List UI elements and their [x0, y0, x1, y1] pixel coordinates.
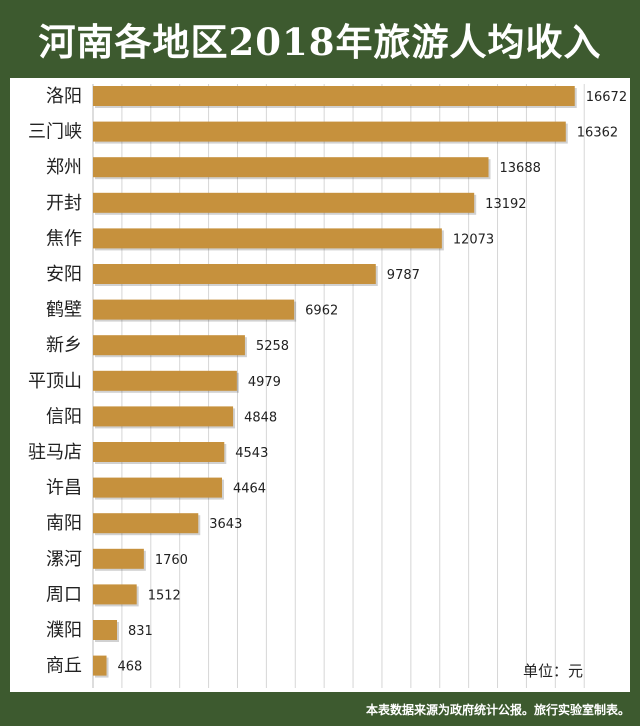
- data-label: 16672: [586, 90, 627, 105]
- data-label: 3643: [209, 517, 242, 532]
- bar: [93, 406, 234, 427]
- data-label: 6962: [305, 304, 338, 319]
- data-label: 4848: [244, 410, 277, 425]
- category-label: 新乡: [46, 335, 82, 356]
- data-label: 468: [118, 660, 143, 675]
- bar: [93, 513, 199, 534]
- data-label: 1512: [148, 588, 181, 603]
- data-label: 831: [128, 624, 153, 639]
- data-label: 9787: [387, 268, 420, 283]
- category-label: 开封: [46, 193, 82, 214]
- bar: [93, 655, 107, 676]
- data-label: 13192: [485, 197, 526, 212]
- bar: [93, 442, 225, 462]
- bar: [93, 86, 575, 106]
- data-label: 13688: [500, 161, 541, 176]
- category-label: 洛阳: [46, 86, 82, 107]
- category-label: 漯河: [46, 549, 82, 570]
- bar: [93, 620, 118, 640]
- category-label: 安阳: [46, 264, 82, 285]
- bar: [93, 370, 237, 391]
- category-label: 周口: [46, 584, 82, 605]
- data-label: 4464: [233, 482, 266, 497]
- data-label: 4979: [248, 375, 281, 390]
- bar: [93, 264, 376, 284]
- category-label: 驻马店: [28, 442, 82, 463]
- category-label: 南阳: [46, 513, 82, 534]
- bar: [93, 477, 222, 498]
- bar: [93, 584, 137, 605]
- category-label: 焦作: [46, 228, 82, 249]
- bar: [93, 121, 566, 142]
- data-label: 4543: [235, 446, 268, 461]
- source-note: 本表数据来源为政府统计公报。旅行实验室制表。: [365, 702, 630, 717]
- data-label: 5258: [256, 339, 289, 354]
- data-label: 1760: [155, 553, 188, 568]
- category-label: 平顶山: [28, 371, 82, 392]
- category-label: 濮阳: [46, 620, 82, 641]
- chart-title: 河南各地区2018年旅游人均收入: [38, 20, 602, 64]
- bar: [93, 192, 475, 213]
- category-label: 鹤壁: [46, 300, 82, 321]
- category-label: 三门峡: [28, 122, 82, 143]
- data-label: 16362: [577, 126, 618, 141]
- category-label: 商丘: [46, 656, 82, 677]
- bar: [93, 335, 245, 356]
- bar: [93, 299, 295, 320]
- data-label: 12073: [453, 232, 494, 247]
- bar: [93, 228, 442, 249]
- unit-label: 单位：元: [523, 662, 584, 680]
- bar: [93, 157, 489, 178]
- category-label: 许昌: [46, 478, 82, 499]
- category-label: 郑州: [46, 157, 82, 178]
- category-label: 信阳: [46, 406, 82, 427]
- bar: [93, 548, 144, 569]
